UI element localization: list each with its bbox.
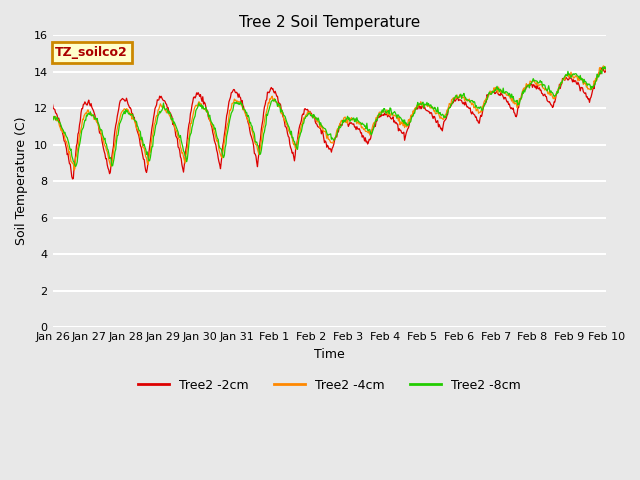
Tree2 -4cm [603,66,611,72]
Tree2 -4cm [70,168,78,173]
Tree2 -4cm [600,63,607,69]
Tree2 -2cm [603,66,611,72]
Tree2 -2cm [59,130,67,136]
Tree2 -4cm [116,113,124,119]
Tree2 -2cm [116,97,124,103]
Tree2 -8cm [202,105,210,110]
Tree2 -8cm [72,164,79,169]
Tree2 -4cm [173,128,180,133]
Tree2 -8cm [116,120,124,125]
Tree2 -8cm [59,126,67,132]
Tree2 -2cm [49,102,56,108]
Line: Tree2 -2cm: Tree2 -2cm [52,68,607,179]
Tree2 -2cm [202,104,210,109]
Line: Tree2 -8cm: Tree2 -8cm [52,67,607,167]
Text: TZ_soilco2: TZ_soilco2 [55,46,128,59]
Tree2 -2cm [414,106,422,112]
Tree2 -2cm [173,134,180,140]
Tree2 -8cm [603,66,611,72]
Tree2 -8cm [397,117,405,122]
Tree2 -2cm [68,176,76,182]
Tree2 -4cm [414,104,422,110]
Tree2 -2cm [598,65,605,71]
Tree2 -8cm [601,64,609,70]
Tree2 -4cm [59,130,67,135]
Y-axis label: Soil Temperature (C): Soil Temperature (C) [15,117,28,245]
Tree2 -8cm [173,125,180,131]
Tree2 -4cm [397,121,405,127]
Tree2 -4cm [49,115,56,121]
Tree2 -8cm [49,118,56,123]
Tree2 -8cm [414,99,422,105]
X-axis label: Time: Time [314,348,345,360]
Tree2 -4cm [202,108,210,114]
Legend: Tree2 -2cm, Tree2 -4cm, Tree2 -8cm: Tree2 -2cm, Tree2 -4cm, Tree2 -8cm [133,374,526,397]
Line: Tree2 -4cm: Tree2 -4cm [52,66,607,170]
Tree2 -2cm [397,130,405,135]
Title: Tree 2 Soil Temperature: Tree 2 Soil Temperature [239,15,420,30]
